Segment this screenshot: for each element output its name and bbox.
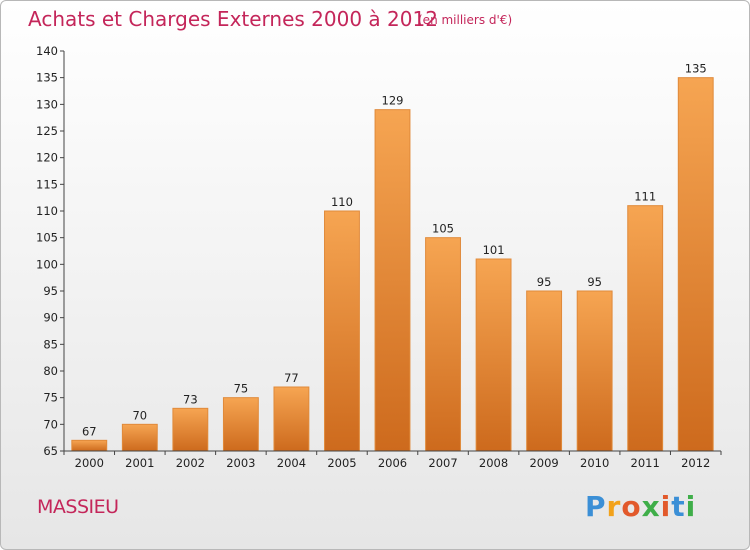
bar-value-label: 67 [82,424,97,438]
y-tick-label: 85 [43,337,58,351]
x-tick-label: 2009 [529,456,558,470]
chart-title: Achats et Charges Externes 2000 à 2012 [28,7,438,31]
x-tick-label: 2000 [75,456,104,470]
bar-value-label: 77 [284,371,299,385]
x-tick-label: 2005 [327,456,356,470]
chart-unit: (en milliers d'€) [418,13,513,27]
logo-letter: t [671,490,686,523]
logo-letter: r [606,490,622,523]
x-tick-label: 2011 [631,456,660,470]
y-tick-label: 75 [43,391,58,405]
bar [324,210,360,452]
y-tick-label: 110 [36,204,58,218]
bar [425,237,461,452]
y-tick-label: 125 [36,124,58,138]
y-tick-label: 115 [36,177,58,191]
bar [121,423,158,452]
logo-letter: i [660,490,672,523]
y-tick-label: 140 [36,44,58,58]
x-tick-label: 2007 [428,456,457,470]
bar-value-label: 75 [234,382,249,396]
y-tick-label: 135 [36,71,58,85]
bar-value-label: 111 [634,190,656,204]
logo-letter: i [685,490,697,523]
y-tick-label: 65 [43,444,58,458]
bar [576,290,613,452]
y-tick-label: 100 [36,257,58,271]
x-tick-label: 2001 [125,456,154,470]
y-axis: 65 70 75 80 85 90 95 100 105 110 115 120 125 130 135 14… [36,44,65,458]
bar [172,407,209,452]
bar-value-label: 70 [132,408,147,422]
x-axis: 2000 2001 2002 2003 2004 2005 2006 2007 2008 2009… [63,450,722,470]
bar [526,290,563,452]
bar-value-label: 105 [432,222,454,236]
bar [475,258,512,452]
x-tick-label: 2003 [226,456,255,470]
proxiti-logo: Proxiti [585,490,696,523]
x-tick-label: 2004 [277,456,306,470]
bar [374,109,411,452]
x-tick-label: 2008 [479,456,508,470]
bar-value-label: 135 [685,62,707,76]
x-tick-label: 2010 [580,456,609,470]
bar-value-label: 110 [331,195,353,209]
x-tick-label: 2002 [176,456,205,470]
y-tick-label: 105 [36,231,58,245]
bar-value-label: 73 [183,392,198,406]
bar [677,77,714,452]
logo-letter: x [641,490,661,523]
bar [71,439,108,452]
y-tick-label: 95 [43,284,58,298]
y-tick-label: 120 [36,151,58,165]
logo-letter: o [621,490,642,523]
y-tick-label: 130 [36,97,58,111]
y-tick-label: 70 [43,417,58,431]
x-tick-label: 2012 [681,456,710,470]
bars: 67 70 73 75 77 110 129 105 101 95 95 111 135 [71,62,714,452]
logo-letter: P [585,490,607,523]
bar-value-label: 95 [587,275,602,289]
y-tick-label: 90 [43,311,58,325]
x-tick-label: 2006 [378,456,407,470]
bar-value-label: 101 [483,243,505,257]
city-name: MASSIEU [37,496,119,518]
bar [222,397,259,452]
bar [627,205,664,452]
y-tick-label: 80 [43,364,58,378]
bar-value-label: 95 [537,275,552,289]
bar [273,386,310,452]
bar-value-label: 129 [382,94,404,108]
